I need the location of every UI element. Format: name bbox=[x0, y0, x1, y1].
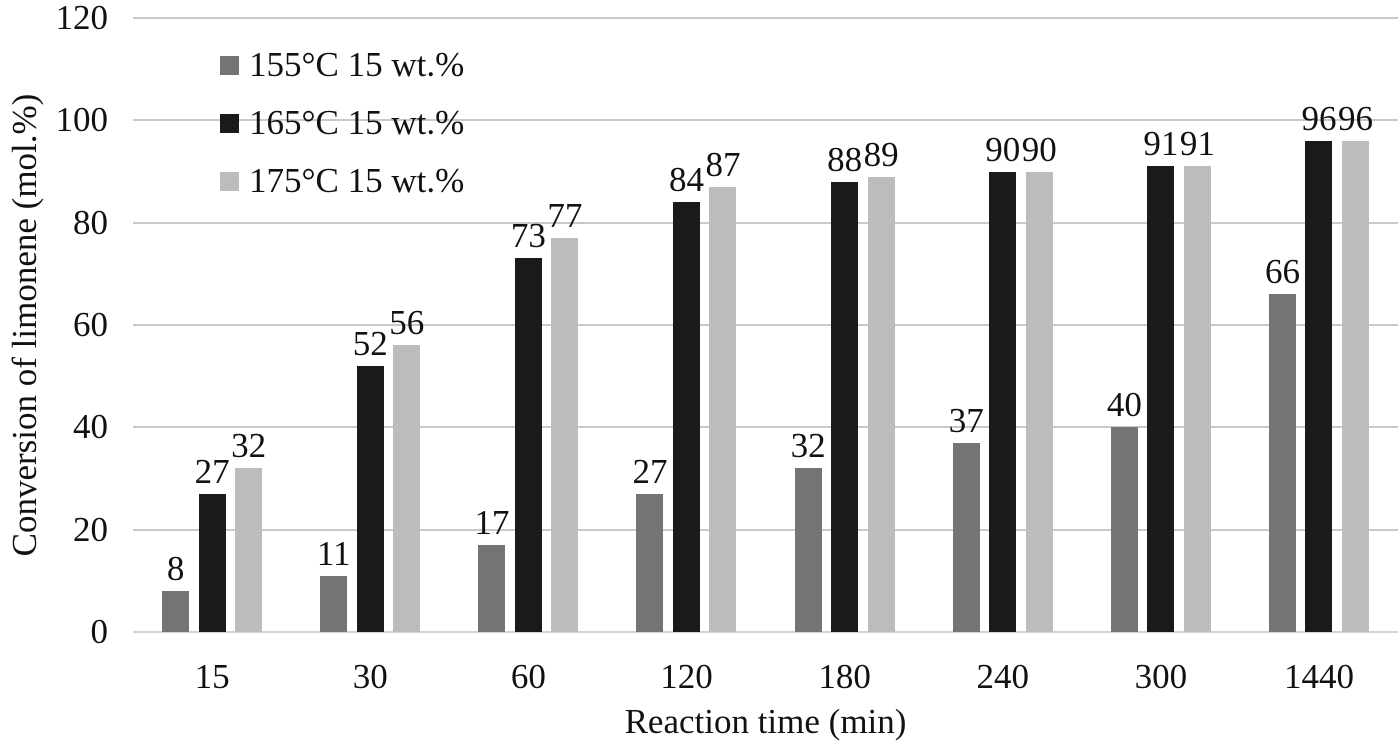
bar-series2-cat180 bbox=[831, 181, 859, 632]
legend-swatch-icon bbox=[220, 113, 239, 133]
bar-value-label: 73 bbox=[510, 216, 546, 256]
bar-value-label: 66 bbox=[1264, 252, 1300, 292]
y-tick-label: 100 bbox=[55, 100, 109, 140]
bar-series3-cat120 bbox=[709, 186, 737, 632]
bar-series1-cat60 bbox=[478, 545, 506, 632]
gridline bbox=[133, 324, 1398, 326]
y-axis-title: Conversion of limonene (mol.%) bbox=[5, 93, 44, 557]
x-tick-label: 180 bbox=[818, 657, 871, 696]
y-tick-label: 20 bbox=[73, 509, 108, 549]
x-tick-label: 240 bbox=[976, 657, 1029, 696]
bar-value-label: 56 bbox=[389, 303, 425, 343]
bar-value-label: 87 bbox=[705, 144, 741, 184]
bar-value-label: 17 bbox=[474, 503, 510, 543]
bar-value-label: 91 bbox=[1143, 124, 1179, 164]
bar-value-label: 90 bbox=[985, 129, 1021, 169]
legend-swatch-icon bbox=[220, 55, 239, 75]
bar-value-label: 96 bbox=[1337, 98, 1373, 138]
bar-series1-cat240 bbox=[952, 442, 980, 632]
bar-series1-cat300 bbox=[1110, 427, 1138, 632]
bar-value-label: 32 bbox=[231, 426, 267, 466]
gridline bbox=[133, 221, 1398, 224]
y-tick-label: 0 bbox=[90, 612, 109, 651]
bar-series2-cat60 bbox=[514, 258, 542, 632]
legend-item-1: 155°C 15 wt.% bbox=[220, 46, 464, 84]
bar-series3-cat30 bbox=[393, 345, 421, 632]
legend-swatch-icon bbox=[220, 171, 239, 191]
bar-series3-cat300 bbox=[1183, 166, 1211, 632]
x-tick-label: 60 bbox=[510, 657, 546, 696]
y-tick-label: 120 bbox=[55, 0, 109, 37]
bar-value-label: 27 bbox=[632, 451, 668, 491]
bar-series2-cat300 bbox=[1147, 166, 1175, 632]
bar-series1-cat180 bbox=[794, 468, 822, 632]
gridline bbox=[133, 17, 1398, 19]
x-tick-label: 300 bbox=[1134, 657, 1188, 696]
bar-series3-cat240 bbox=[1025, 171, 1053, 632]
bar-series2-cat30 bbox=[356, 365, 384, 632]
bar-value-label: 90 bbox=[1021, 129, 1057, 169]
bar-series2-cat15 bbox=[198, 493, 226, 632]
bar-series3-cat60 bbox=[551, 238, 579, 632]
gridline bbox=[133, 119, 1398, 122]
bar-value-label: 8 bbox=[166, 549, 185, 589]
x-axis-line bbox=[133, 631, 1398, 633]
legend-item-2: 165°C 15 wt.% bbox=[220, 104, 464, 142]
legend-label: 175°C 15 wt.% bbox=[249, 161, 465, 200]
bar-value-label: 88 bbox=[827, 139, 863, 179]
x-tick-label: 1440 bbox=[1283, 657, 1354, 696]
bar-series1-cat120 bbox=[636, 493, 664, 632]
bar-value-label: 32 bbox=[790, 426, 826, 466]
bar-value-label: 52 bbox=[352, 323, 388, 363]
bar-value-label: 77 bbox=[547, 196, 583, 236]
bar-series3-cat1440 bbox=[1341, 140, 1369, 632]
legend-label: 155°C 15 wt.% bbox=[249, 45, 465, 84]
y-tick-label: 80 bbox=[73, 202, 108, 242]
bar-value-label: 27 bbox=[194, 451, 230, 491]
x-tick-label: 15 bbox=[194, 657, 230, 696]
legend-label: 165°C 15 wt.% bbox=[249, 103, 465, 142]
bar-value-label: 11 bbox=[316, 533, 351, 573]
x-tick-label: 120 bbox=[660, 657, 713, 696]
legend-item-3: 175°C 15 wt.% bbox=[220, 162, 464, 200]
legend: 155°C 15 wt.% 165°C 15 wt.% 175°C 15 wt.% bbox=[220, 46, 464, 200]
y-tick-label: 60 bbox=[73, 305, 108, 344]
gridline bbox=[133, 528, 1398, 531]
bar-series1-cat15 bbox=[162, 591, 190, 632]
bar-value-label: 37 bbox=[948, 400, 984, 440]
bar-series3-cat180 bbox=[867, 176, 895, 632]
bar-value-label: 96 bbox=[1301, 98, 1337, 138]
x-tick-label: 30 bbox=[352, 657, 388, 696]
bar-value-label: 40 bbox=[1106, 385, 1142, 425]
bar-value-label: 84 bbox=[668, 160, 704, 200]
bar-series1-cat1440 bbox=[1268, 294, 1296, 632]
x-axis-title: Reaction time (min) bbox=[624, 702, 907, 741]
bar-series1-cat30 bbox=[320, 575, 348, 632]
bar-series2-cat120 bbox=[672, 202, 700, 632]
gridline bbox=[133, 426, 1398, 429]
y-tick-label: 40 bbox=[73, 407, 108, 447]
bar-value-label: 89 bbox=[863, 134, 899, 174]
bar-series3-cat15 bbox=[235, 468, 263, 632]
bar-value-label: 91 bbox=[1179, 124, 1215, 164]
bar-series2-cat240 bbox=[989, 171, 1017, 632]
bar-series2-cat1440 bbox=[1305, 140, 1333, 632]
